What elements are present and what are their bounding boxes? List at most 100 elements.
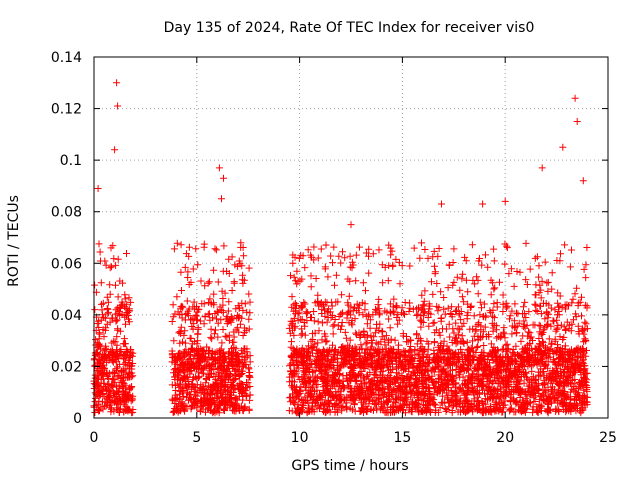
data-point-peak [571,94,579,102]
data-point [346,336,354,344]
data-point-peak [113,79,121,87]
data-point [334,370,341,378]
data-point [511,323,519,331]
data-point [103,293,111,301]
data-point [243,392,251,400]
data-point [310,408,318,416]
data-point [449,366,456,374]
data-point [387,251,395,259]
data-point [120,335,128,343]
data-point [579,392,587,400]
data-point [95,240,103,248]
data-point [562,375,570,383]
data-point [394,311,402,319]
data-point [476,298,484,306]
data-point-peak [94,185,102,192]
data-point [186,334,194,342]
data-point [229,406,236,414]
data-point [444,376,452,384]
data-point [335,252,343,260]
data-point [478,398,486,406]
data-point [321,332,329,340]
data-point [379,386,387,394]
data-point [295,254,303,262]
data-point [345,292,353,300]
data-point [129,349,137,357]
data-point [554,341,561,349]
data-point [104,298,112,306]
data-point [500,384,508,392]
data-point [106,290,114,298]
data-point [95,397,103,405]
data-point [394,346,402,354]
data-point [243,308,251,316]
data-point [534,380,542,388]
data-point [531,254,539,262]
data-point [355,388,362,396]
data-point [567,380,575,388]
data-point [539,391,547,399]
data-point [121,295,129,303]
data-point [435,329,443,337]
data-point [450,245,458,253]
data-point [235,392,243,400]
data-point [429,253,437,261]
data-point [482,251,489,259]
data-point [377,398,385,406]
data-point [401,348,409,355]
data-point [568,299,576,307]
data-point [582,320,590,328]
data-point [544,358,552,366]
data-point [455,371,463,379]
data-point [580,386,588,394]
data-point [562,326,569,334]
data-point [356,243,363,251]
data-point [582,274,590,282]
data-point [353,307,361,315]
data-point [511,300,519,308]
data-point [425,309,432,317]
data-point [542,387,550,395]
data-point [368,386,376,394]
data-point [511,324,519,332]
data-point [110,255,118,263]
data-point [203,343,211,351]
data-point [523,281,531,288]
data-point [289,356,297,364]
data-point [515,406,522,414]
data-point [400,376,408,384]
data-point [568,371,576,379]
data-point [449,259,457,266]
data-point [577,407,585,415]
data-point [311,377,319,385]
data-point [423,353,431,361]
data-point [359,360,367,368]
data-point [357,377,365,385]
data-point [374,340,382,348]
data-point [168,395,176,403]
data-point [126,384,134,392]
data-point [245,373,253,381]
data-point [362,287,369,295]
data-point [456,286,464,294]
data-point [95,324,103,331]
data-point [393,374,401,381]
data-point [471,280,479,288]
data-point [186,394,194,402]
data-point [522,276,530,284]
data-point [177,268,185,276]
data-point [184,268,192,276]
data-point [532,345,540,353]
x-axis-label: GPS time / hours [291,458,408,474]
data-point [241,360,249,368]
data-point [207,333,215,341]
data-point [416,335,424,343]
data-point [102,261,110,269]
data-point [474,342,482,350]
data-point [360,358,368,366]
data-point [501,240,509,248]
data-point [487,340,495,348]
data-point [370,370,378,378]
data-point [375,295,383,303]
data-point [464,300,472,308]
